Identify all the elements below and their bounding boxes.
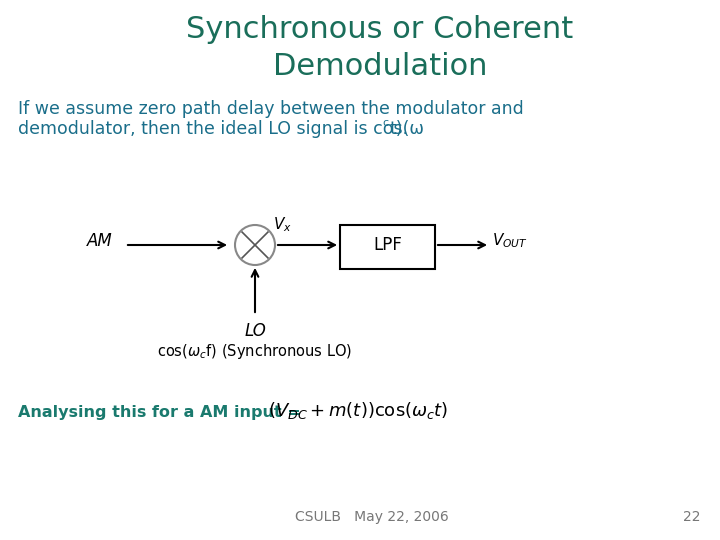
Text: CSULB   May 22, 2006: CSULB May 22, 2006 — [295, 510, 449, 524]
Text: demodulator, then the ideal LO signal is cos(ω: demodulator, then the ideal LO signal is… — [18, 120, 424, 138]
Text: cos($\omega_c$f) (Synchronous LO): cos($\omega_c$f) (Synchronous LO) — [158, 342, 353, 361]
Text: If we assume zero path delay between the modulator and: If we assume zero path delay between the… — [18, 100, 523, 118]
Text: t).: t). — [390, 120, 409, 138]
Text: Synchronous or Coherent: Synchronous or Coherent — [186, 15, 574, 44]
Text: LPF: LPF — [373, 236, 402, 254]
Text: LO: LO — [244, 322, 266, 340]
Text: Demodulation: Demodulation — [273, 52, 487, 81]
Text: $(V_{DC}+m(t))\cos(\omega_c t)$: $(V_{DC}+m(t))\cos(\omega_c t)$ — [268, 400, 449, 421]
Text: AM: AM — [87, 232, 113, 250]
Text: c: c — [382, 118, 388, 128]
Text: $\mathit{V}_{OUT}$: $\mathit{V}_{OUT}$ — [492, 232, 528, 251]
Text: Analysing this for a AM input =: Analysing this for a AM input = — [18, 405, 307, 420]
Text: 22: 22 — [683, 510, 700, 524]
Text: $\mathit{V}_x$: $\mathit{V}_x$ — [273, 215, 292, 234]
FancyBboxPatch shape — [340, 225, 435, 269]
